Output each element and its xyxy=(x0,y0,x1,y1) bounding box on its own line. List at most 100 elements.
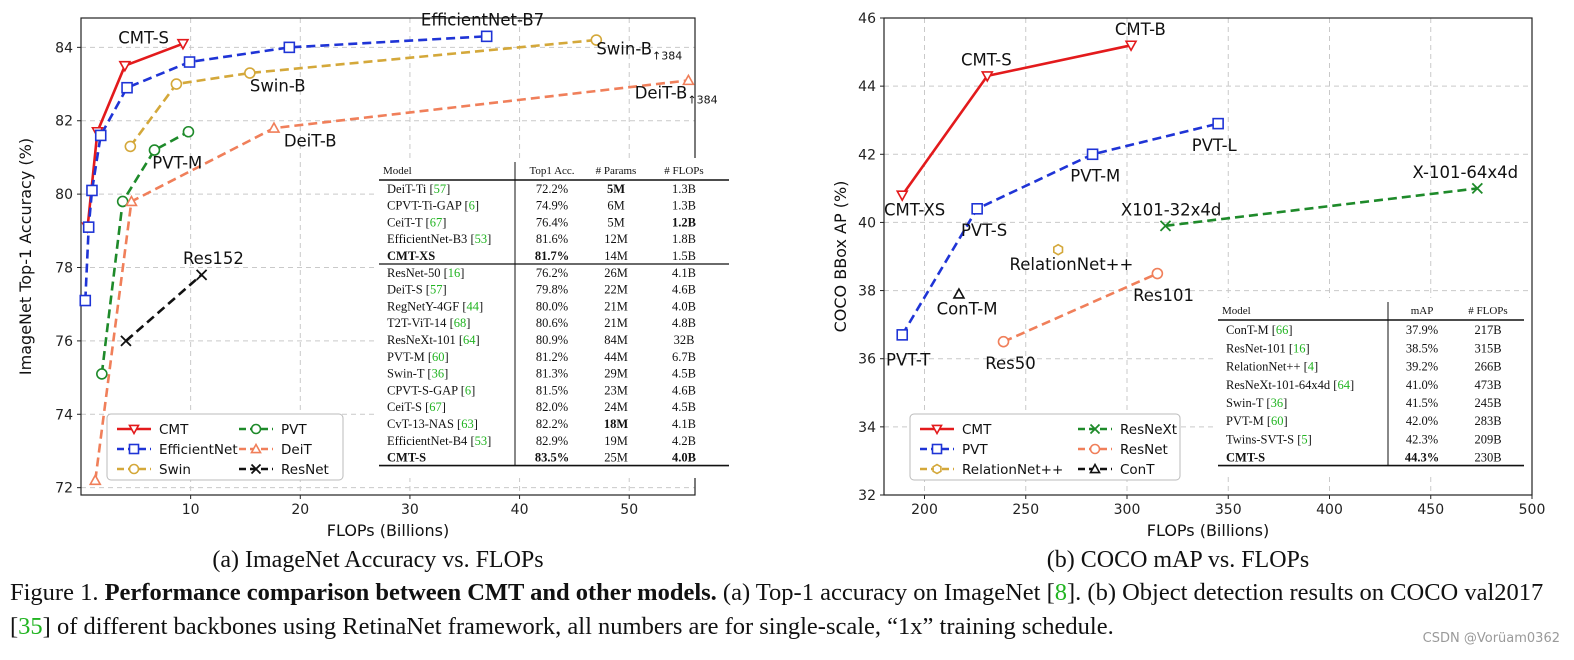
table-cell-params-cmt-xs: 14M xyxy=(604,249,628,263)
ref-number[interactable]: 68 xyxy=(454,316,467,330)
ref-open: [ xyxy=(425,350,432,364)
point-deit-1 xyxy=(125,194,138,207)
table-cell-flops-t2t-vit-14: 4.8B xyxy=(672,316,696,330)
table-cell-map-swin-t: 41.5% xyxy=(1406,396,1438,410)
x-tick-label-450: 450 xyxy=(1417,502,1444,518)
ref-number[interactable]: 44 xyxy=(467,299,480,313)
ref-number[interactable]: 60 xyxy=(1271,414,1284,428)
ref-open: [ xyxy=(1294,432,1301,446)
ref-close: ] xyxy=(445,350,449,364)
point-efficientnet-4 xyxy=(121,81,133,94)
ref-number[interactable]: 36 xyxy=(432,367,445,381)
x-tick-label-500: 500 xyxy=(1519,502,1546,518)
ref-number[interactable]: 63 xyxy=(461,417,474,431)
model-name: Twins-SVT-S xyxy=(1226,432,1294,446)
point-cmt-2 xyxy=(118,60,132,73)
annotation-text: Res50 xyxy=(985,354,1035,373)
annotation-text: PVT-S xyxy=(961,221,1007,240)
point-efficientnet-6 xyxy=(283,41,296,54)
table-cell-flops-pvt-m: 6.7B xyxy=(672,350,696,364)
table-cell-model-cpvt-ti-gap: CPVT-Ti-GAP [6] xyxy=(387,199,479,213)
ref-number[interactable]: 66 xyxy=(1276,323,1289,337)
table-cell-params-swin-t: 29M xyxy=(604,367,628,381)
y-tick-label-84: 84 xyxy=(55,40,73,56)
ref-number[interactable]: 53 xyxy=(475,434,488,448)
table-b: Model mAP # FLOPs ConT-M [66] 37.9% 217B ResNe… xyxy=(1214,298,1528,474)
point-cmt-1 xyxy=(980,71,994,83)
point-pvt-1 xyxy=(116,195,129,208)
ref-close: ] xyxy=(487,232,491,246)
ref-number[interactable]: 5 xyxy=(1301,432,1307,446)
table-cell-flops-swin-t: 245B xyxy=(1474,396,1501,410)
series-line-deit xyxy=(94,79,689,481)
annotation-deit-b: DeiT-B xyxy=(284,131,337,150)
model-name: CMT-S xyxy=(1226,451,1265,465)
ref-open: [ xyxy=(446,316,453,330)
annotation-pvt-m: PVT-M xyxy=(1070,167,1120,186)
point-swin-1 xyxy=(170,78,183,90)
ref-open: [ xyxy=(454,417,461,431)
annotation-cmt-s: CMT-S xyxy=(961,51,1012,70)
caption-ref-1[interactable]: 8 xyxy=(1054,579,1067,606)
annotation-text: CMT-B xyxy=(1115,20,1166,39)
annotation-deit-b: DeiT-B↑384 xyxy=(635,84,718,107)
ref-number[interactable]: 16 xyxy=(1293,341,1306,355)
ref-number[interactable]: 4 xyxy=(1308,360,1315,374)
ref-number[interactable]: 64 xyxy=(1337,378,1350,392)
ref-number[interactable]: 6 xyxy=(469,199,475,213)
ref-close: ] xyxy=(446,182,450,196)
ref-number[interactable]: 36 xyxy=(1271,396,1284,410)
table-background xyxy=(1214,298,1528,474)
point-efficientnet-2 xyxy=(86,184,98,197)
table-cell-model-t2t-vit-14: T2T-ViT-14 [68] xyxy=(387,316,470,330)
ref-open: [ xyxy=(422,400,429,414)
series-efficientnet-a xyxy=(79,30,493,307)
table-cell-map-resnet-101: 38.5% xyxy=(1406,341,1438,355)
annotation-text: Res101 xyxy=(1133,286,1194,305)
annotation-x-101-64x4d: X-101-64x4d xyxy=(1413,163,1519,182)
ref-number[interactable]: 67 xyxy=(430,215,443,229)
chart-a: 10 20 30 40 50 72 74 76 78 80 82 84 FLOPs (Billions)… xyxy=(16,10,733,573)
point-pvt-1 xyxy=(971,203,983,215)
point-cont-0 xyxy=(952,287,966,299)
series-resnext-b xyxy=(1159,182,1483,232)
ref-number[interactable]: 53 xyxy=(475,232,488,246)
ref-number[interactable]: 6 xyxy=(465,383,471,397)
model-name: CeiT-S xyxy=(387,400,422,414)
annotation-text: EfficientNet-B7 xyxy=(421,10,544,29)
ref-number[interactable]: 57 xyxy=(430,283,443,297)
y-tick-label-74: 74 xyxy=(55,407,73,423)
annotation-pvt-s: PVT-S xyxy=(961,221,1007,240)
ref-number[interactable]: 67 xyxy=(429,400,442,414)
ref-open: [ xyxy=(467,434,474,448)
ref-number[interactable]: 60 xyxy=(432,350,445,364)
ref-close: ] xyxy=(1306,341,1310,355)
x-tick-label-400: 400 xyxy=(1316,502,1343,518)
table-cell-model-efficientnet-b4: EfficientNet-B4 [53] xyxy=(387,434,491,448)
point-resnet-1 xyxy=(195,269,208,281)
y-tick-label-36: 36 xyxy=(858,352,876,368)
table-cell-acc-efficientnet-b3: 81.6% xyxy=(536,232,568,246)
legend-label-resnext: ResNeXt xyxy=(1120,422,1177,438)
ref-number[interactable]: 57 xyxy=(434,182,447,196)
table-cell-flops-deit-ti: 1.3B xyxy=(672,182,696,196)
table-cell-model-efficientnet-b3: EfficientNet-B3 [53] xyxy=(387,232,491,246)
caption-ref-2[interactable]: 35 xyxy=(18,613,43,640)
table-cell-model-resnet-101: ResNet-101 [16] xyxy=(1226,341,1310,355)
point-pvt-2 xyxy=(1086,148,1099,161)
ref-close: ] xyxy=(479,299,483,313)
table-cell-acc-regnety-4gf: 80.0% xyxy=(536,299,568,313)
x-axis-label-b: FLOPs (Billions) xyxy=(1147,521,1269,540)
table-cell-acc-cpvt-ti-gap: 74.9% xyxy=(536,199,568,213)
y-tick-label-42: 42 xyxy=(858,147,876,163)
ref-number[interactable]: 64 xyxy=(463,333,476,347)
ref-close: ] xyxy=(487,434,491,448)
table-cell-flops-efficientnet-b4: 4.2B xyxy=(672,434,696,448)
series-resnet-a xyxy=(120,269,208,347)
model-name: CeiT-T xyxy=(387,215,423,229)
table-cell-acc-deit-s: 79.8% xyxy=(536,283,568,297)
model-name: RelationNet++ xyxy=(1226,360,1301,374)
table-cell-model-cmt-s: CMT-S xyxy=(387,451,426,465)
ref-number[interactable]: 16 xyxy=(448,266,461,280)
table-cell-model-resnext-101-64x4d: ResNeXt-101-64x4d [64] xyxy=(1226,378,1354,392)
